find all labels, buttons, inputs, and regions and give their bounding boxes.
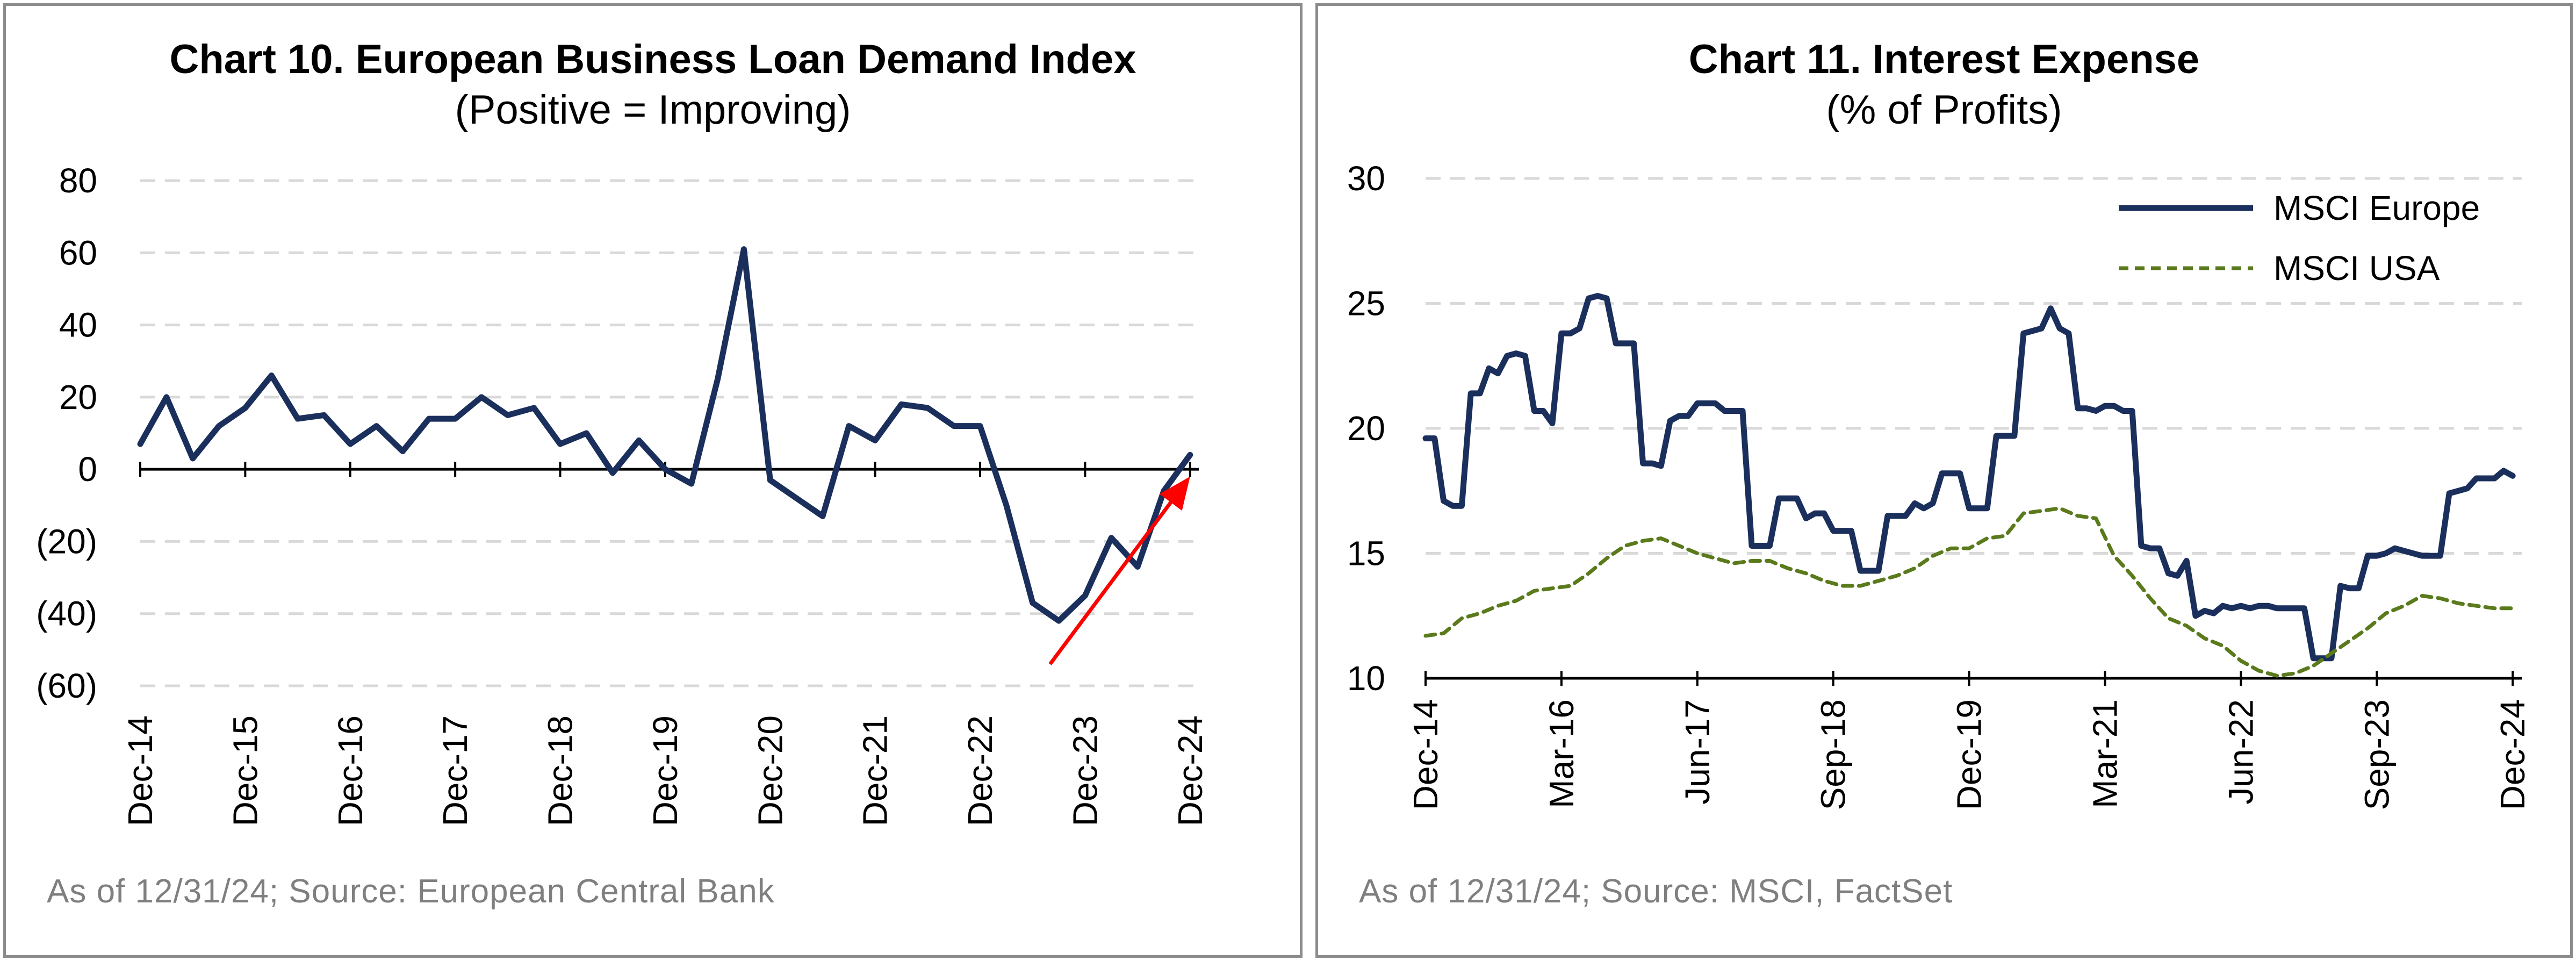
y-tick-label: 40 [59, 306, 97, 345]
chart-subtitle: (% of Profits) [1826, 87, 2062, 133]
y-tick-label: (40) [36, 594, 97, 633]
x-tick-label: Dec-18 [541, 715, 580, 826]
x-tick-label: Dec-21 [856, 715, 895, 826]
chart-title: Chart 11. Interest Expense [1688, 37, 2200, 82]
y-tick-label: 25 [1347, 284, 1385, 323]
source-note: As of 12/31/24; Source: European Central… [47, 873, 775, 910]
x-tick-label: Dec-22 [961, 715, 999, 826]
x-tick-label: Dec-17 [436, 715, 474, 826]
trend-arrow-head [1160, 476, 1190, 511]
y-tick-label: 15 [1347, 534, 1385, 573]
x-tick-label: Dec-20 [751, 715, 789, 826]
x-tick-label: Dec-24 [2493, 699, 2532, 810]
x-tick-label: Dec-16 [331, 715, 370, 826]
trend-arrow [1048, 501, 1172, 665]
interest-expense-chart: 30 25 20 15 10 Dec-14 Mar-16 Jun-17 Sep-18 Dec-19… [1347, 159, 2532, 810]
y-tick-label: 60 [59, 233, 97, 272]
x-tick-label: Sep-18 [1814, 699, 1853, 810]
x-tick-label: Sep-23 [2357, 699, 2396, 810]
y-tick-label: 30 [1347, 159, 1385, 198]
x-tick-label: Dec-19 [646, 715, 685, 826]
chart-panel-left: Chart 10. European Business Loan Demand … [3, 3, 1303, 958]
chart-title: Chart 10. European Business Loan Demand … [169, 37, 1136, 82]
chart-subtitle: (Positive = Improving) [455, 87, 851, 133]
x-tick-label: Jun-17 [1678, 699, 1717, 805]
series-line-0 [137, 246, 1193, 624]
series-line-msci-europe [1422, 293, 2516, 662]
x-tick-label: Dec-14 [121, 715, 160, 826]
x-tick-label: Dec-24 [1171, 715, 1210, 826]
y-tick-label: 0 [78, 450, 97, 489]
y-tick-label: (20) [36, 522, 97, 561]
loan-demand-chart: 80 60 40 20 0 (20) (40) (60) Dec-14 Dec-15 Dec-16 D… [36, 161, 1210, 826]
chart-panel-right: Chart 11. Interest Expense (% of Profits… [1315, 3, 2573, 958]
y-tick-label: 20 [59, 378, 97, 417]
legend-label: MSCI Europe [2273, 189, 2480, 227]
y-tick-label: 20 [1347, 409, 1385, 448]
x-tick-label: Dec-15 [226, 715, 264, 826]
y-tick-label: 80 [59, 161, 97, 200]
series-line-msci-usa [1423, 506, 2515, 678]
x-tick-label: Mar-21 [2086, 699, 2125, 808]
x-tick-label: Mar-16 [1542, 699, 1581, 808]
source-note: As of 12/31/24; Source: MSCI, FactSet [1359, 873, 1953, 910]
legend-label: MSCI USA [2273, 249, 2440, 288]
x-tick-label: Dec-19 [1950, 699, 1989, 810]
x-tick-label: Jun-22 [2221, 699, 2260, 805]
x-tick-label: Dec-14 [1406, 699, 1445, 810]
y-tick-label: 10 [1347, 659, 1385, 698]
x-tick-label: Dec-23 [1066, 715, 1104, 826]
y-tick-label: (60) [36, 666, 97, 705]
